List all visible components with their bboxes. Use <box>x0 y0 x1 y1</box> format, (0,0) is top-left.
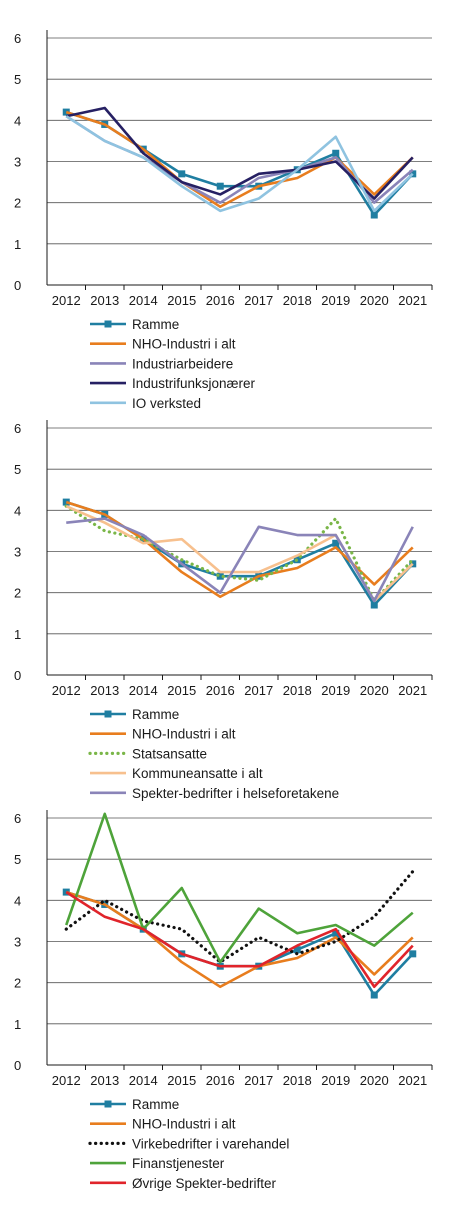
chart-panel-2: 0 1 2 3 4 5 6 2012 2013 2014 2015 2016 2017 2018 2019 2… <box>0 390 460 802</box>
x-tick-label: 2016 <box>206 1073 235 1088</box>
chart-1-svg: 0 1 2 3 4 5 6 2012 2013 2014 2015 2016 2017 2018 2019 2… <box>14 30 433 411</box>
x-tick-label: 2020 <box>360 683 389 698</box>
x-tick-label: 2015 <box>167 1073 196 1088</box>
x-tick-label: 2019 <box>321 683 350 698</box>
legend-label: Ramme <box>132 1097 179 1112</box>
y-tick-label: 4 <box>14 503 21 518</box>
series-marker <box>409 560 417 568</box>
y-tick-label: 5 <box>14 462 21 477</box>
y-tick-label: 1 <box>14 1017 21 1032</box>
y-tick-label: 2 <box>14 976 21 991</box>
legend-label: Øvrige Spekter-bedrifter <box>132 1176 277 1191</box>
x-tick-label: 2014 <box>129 1073 158 1088</box>
y-tick-label: 1 <box>14 237 21 252</box>
series-marker <box>62 888 70 896</box>
y-tick-label: 5 <box>14 852 21 867</box>
x-tick-label: 2016 <box>206 293 235 308</box>
series-marker <box>332 149 340 157</box>
y-tick-label: 6 <box>14 421 21 436</box>
series-marker <box>332 929 340 937</box>
series-marker <box>409 950 417 958</box>
series-line <box>65 110 414 217</box>
x-tick-label: 2020 <box>360 1073 389 1088</box>
y-tick-label: 3 <box>14 155 21 170</box>
legend-label: IO verksted <box>132 396 201 411</box>
x-tick-label: 2015 <box>167 293 196 308</box>
series-marker <box>293 946 301 954</box>
y-tick-label: 4 <box>14 113 21 128</box>
legend-label: Industriarbeidere <box>132 356 233 371</box>
chart-3-svg: 0 1 2 3 4 5 6 2012 2013 2014 2015 2016 2017 2018 2019 2… <box>14 810 433 1191</box>
y-tick-label: 6 <box>14 811 21 826</box>
series-marker <box>178 170 186 178</box>
series-line <box>65 106 414 200</box>
series-line <box>65 115 414 213</box>
x-tick-label: 2013 <box>90 293 119 308</box>
chart-2-svg: 0 1 2 3 4 5 6 2012 2013 2014 2015 2016 2017 2018 2019 2… <box>14 420 433 801</box>
y-tick-label: 6 <box>14 31 21 46</box>
series-line <box>65 812 414 964</box>
x-tick-label: 2012 <box>52 293 81 308</box>
legend-label: Ramme <box>132 707 179 722</box>
x-tick-label: 2020 <box>360 293 389 308</box>
x-tick-label: 2018 <box>283 1073 312 1088</box>
y-tick-label: 2 <box>14 586 21 601</box>
x-tick-label: 2014 <box>129 683 158 698</box>
x-tick-label: 2021 <box>398 1073 427 1088</box>
series-line <box>65 891 414 989</box>
x-tick-label: 2017 <box>244 683 273 698</box>
series-marker <box>370 601 378 609</box>
legend-marker <box>104 1100 112 1108</box>
x-tick-label: 2015 <box>167 683 196 698</box>
legend-label: NHO-Industri i alt <box>132 337 236 352</box>
y-tick-label: 5 <box>14 72 21 87</box>
chart-panel-3: 0 1 2 3 4 5 6 2012 2013 2014 2015 2016 2017 2018 2019 2… <box>0 780 460 1208</box>
series-line <box>66 517 414 603</box>
legend-marker <box>104 710 112 718</box>
x-tick-label: 2017 <box>244 1073 273 1088</box>
series-line <box>65 115 414 204</box>
legend-label: NHO-Industri i alt <box>132 727 236 742</box>
x-tick-label: 2014 <box>129 293 158 308</box>
x-tick-label: 2019 <box>321 293 350 308</box>
y-tick-label: 0 <box>14 1058 21 1073</box>
series-marker <box>216 182 224 190</box>
series-line <box>65 500 414 607</box>
legend-marker <box>104 320 112 328</box>
y-tick-label: 3 <box>14 545 21 560</box>
legend-label: Virkebedrifter i varehandel <box>132 1136 289 1151</box>
y-tick-label: 4 <box>14 893 21 908</box>
legend-label: Kommuneansatte i alt <box>132 766 263 781</box>
x-tick-label: 2021 <box>398 683 427 698</box>
series-line <box>64 869 415 964</box>
x-tick-label: 2021 <box>398 293 427 308</box>
x-tick-label: 2017 <box>244 293 273 308</box>
legend-label: NHO-Industri i alt <box>132 1117 236 1132</box>
legend-label: Ramme <box>132 317 179 332</box>
x-tick-label: 2013 <box>90 1073 119 1088</box>
y-tick-label: 0 <box>14 278 21 293</box>
x-tick-label: 2018 <box>283 293 312 308</box>
y-tick-label: 1 <box>14 627 21 642</box>
series-marker <box>332 539 340 547</box>
x-tick-label: 2018 <box>283 683 312 698</box>
x-tick-label: 2012 <box>52 683 81 698</box>
series-marker <box>216 572 224 580</box>
legend-label: Statsansatte <box>132 746 207 761</box>
x-tick-label: 2013 <box>90 683 119 698</box>
y-tick-label: 0 <box>14 668 21 683</box>
series-line <box>65 890 414 997</box>
series-marker <box>370 211 378 219</box>
x-tick-label: 2019 <box>321 1073 350 1088</box>
legend-label: Finanstjenester <box>132 1156 225 1171</box>
x-tick-label: 2016 <box>206 683 235 698</box>
y-tick-label: 2 <box>14 196 21 211</box>
y-tick-label: 3 <box>14 935 21 950</box>
series-line <box>64 504 415 603</box>
chart-panel-1: 0 1 2 3 4 5 6 2012 2013 2014 2015 2016 2017 2018 2019 2… <box>0 0 460 412</box>
legend-label: Spekter-bedrifter i helseforetakene <box>132 786 339 801</box>
x-tick-label: 2012 <box>52 1073 81 1088</box>
legend-label: Industrifunksjonærer <box>132 376 256 391</box>
series-marker <box>370 991 378 999</box>
